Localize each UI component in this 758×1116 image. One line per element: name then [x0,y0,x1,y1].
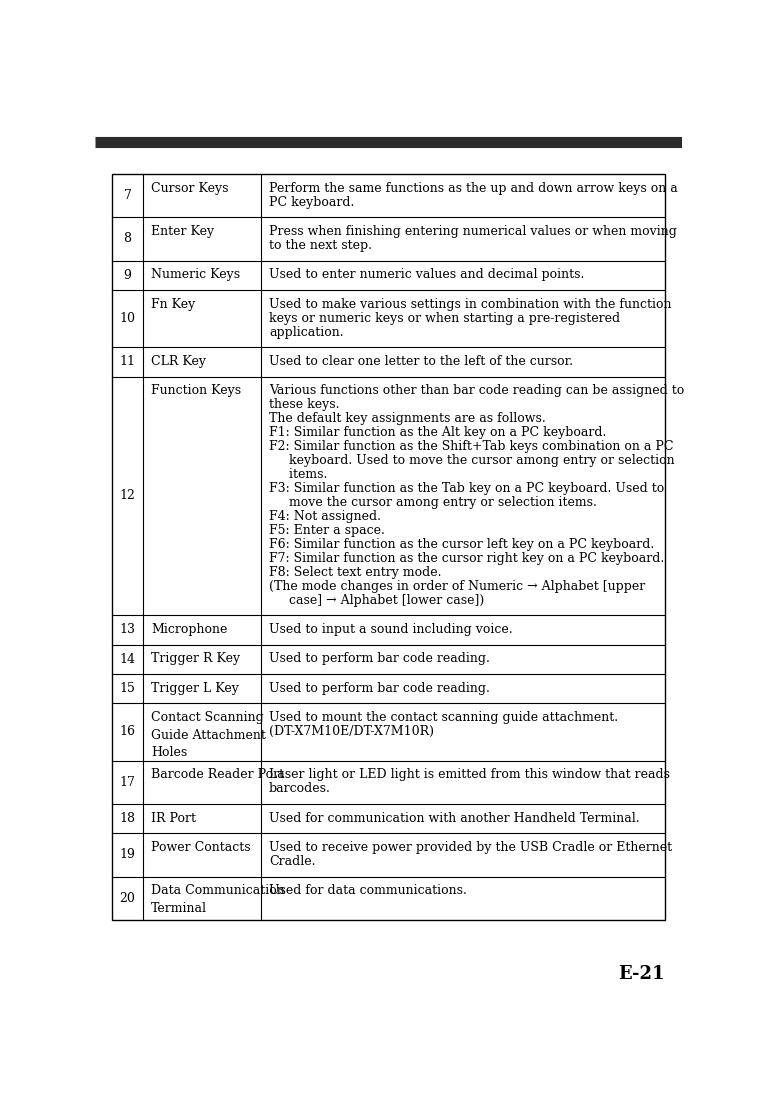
Text: (DT-X7M10E/DT-X7M10R): (DT-X7M10E/DT-X7M10R) [269,725,434,738]
Text: F7: Similar function as the cursor right key on a PC keyboard.: F7: Similar function as the cursor right… [269,551,664,565]
Text: these keys.: these keys. [269,398,340,411]
Text: 8: 8 [124,232,132,246]
Bar [111,174,666,920]
Text: Used to make various settings in combination with the function: Used to make various settings in combina… [269,298,672,310]
Text: keyboard. Used to move the cursor among entry or selection: keyboard. Used to move the cursor among … [269,454,675,468]
Text: Used to perform bar code reading.: Used to perform bar code reading. [269,682,490,694]
Text: F2: Similar function as the Shift+Tab keys combination on a PC: F2: Similar function as the Shift+Tab ke… [269,440,673,453]
Text: Cradle.: Cradle. [269,855,315,868]
Text: F5: Enter a space.: F5: Enter a space. [269,523,385,537]
Text: 10: 10 [120,312,136,325]
Text: PC keyboard.: PC keyboard. [269,195,354,209]
Text: Enter Key: Enter Key [151,225,215,238]
Text: F3: Similar function as the Tab key on a PC keyboard. Used to: F3: Similar function as the Tab key on a… [269,482,664,496]
Text: F4: Not assigned.: F4: Not assigned. [269,510,381,523]
Text: 17: 17 [120,776,136,789]
Text: 12: 12 [120,490,136,502]
Text: Contact Scanning
Guide Attachment
Holes: Contact Scanning Guide Attachment Holes [151,711,266,759]
Text: 14: 14 [120,653,136,666]
Text: F8: Select text entry mode.: F8: Select text entry mode. [269,566,441,579]
Text: Function Keys: Function Keys [151,384,241,397]
Text: (The mode changes in order of Numeric → Alphabet [upper: (The mode changes in order of Numeric → … [269,579,645,593]
Text: Microphone: Microphone [151,623,227,636]
Text: F1: Similar function as the Alt key on a PC keyboard.: F1: Similar function as the Alt key on a… [269,426,606,439]
Text: Used to input a sound including voice.: Used to input a sound including voice. [269,623,512,636]
Text: keys or numeric keys or when starting a pre-registered: keys or numeric keys or when starting a … [269,311,620,325]
Text: Used to enter numeric values and decimal points.: Used to enter numeric values and decimal… [269,268,584,281]
Text: barcodes.: barcodes. [269,782,330,796]
Text: F6: Similar function as the cursor left key on a PC keyboard.: F6: Similar function as the cursor left … [269,538,654,551]
Text: 13: 13 [120,624,136,636]
Text: E-21: E-21 [619,965,666,983]
Text: 19: 19 [120,848,136,862]
Text: Used to mount the contact scanning guide attachment.: Used to mount the contact scanning guide… [269,711,618,724]
Text: case] → Alphabet [lower case]): case] → Alphabet [lower case]) [269,594,484,607]
Text: 7: 7 [124,189,131,202]
Text: items.: items. [269,468,327,481]
Text: application.: application. [269,326,343,338]
Text: Power Contacts: Power Contacts [151,841,251,854]
Text: move the cursor among entry or selection items.: move the cursor among entry or selection… [269,496,597,509]
Text: Used to clear one letter to the left of the cursor.: Used to clear one letter to the left of … [269,355,573,368]
Text: Barcode Reader Port: Barcode Reader Port [151,768,284,781]
Text: Press when finishing entering numerical values or when moving: Press when finishing entering numerical … [269,225,677,238]
Text: Used for communication with another Handheld Terminal.: Used for communication with another Hand… [269,811,640,825]
Text: 9: 9 [124,269,131,281]
Text: 16: 16 [120,725,136,739]
Text: 20: 20 [120,892,136,905]
Text: Trigger L Key: Trigger L Key [151,682,239,694]
Text: Various functions other than bar code reading can be assigned to: Various functions other than bar code re… [269,384,684,397]
Text: IR Port: IR Port [151,811,196,825]
Text: to the next step.: to the next step. [269,239,372,252]
Text: 11: 11 [120,355,136,368]
Text: 15: 15 [120,682,136,695]
Text: CLR Key: CLR Key [151,355,206,368]
Text: Data Communication
Terminal: Data Communication Terminal [151,884,285,915]
Text: The default key assignments are as follows.: The default key assignments are as follo… [269,412,546,425]
Text: 18: 18 [120,812,136,825]
Text: Numeric Keys: Numeric Keys [151,268,240,281]
Text: Perform the same functions as the up and down arrow keys on a: Perform the same functions as the up and… [269,182,678,194]
Text: Trigger R Key: Trigger R Key [151,653,240,665]
Text: Used to perform bar code reading.: Used to perform bar code reading. [269,653,490,665]
Text: Laser light or LED light is emitted from this window that reads: Laser light or LED light is emitted from… [269,768,670,781]
Text: Used for data communications.: Used for data communications. [269,884,467,897]
Text: Fn Key: Fn Key [151,298,196,310]
Text: Used to receive power provided by the USB Cradle or Ethernet: Used to receive power provided by the US… [269,841,672,854]
Text: Cursor Keys: Cursor Keys [151,182,229,194]
